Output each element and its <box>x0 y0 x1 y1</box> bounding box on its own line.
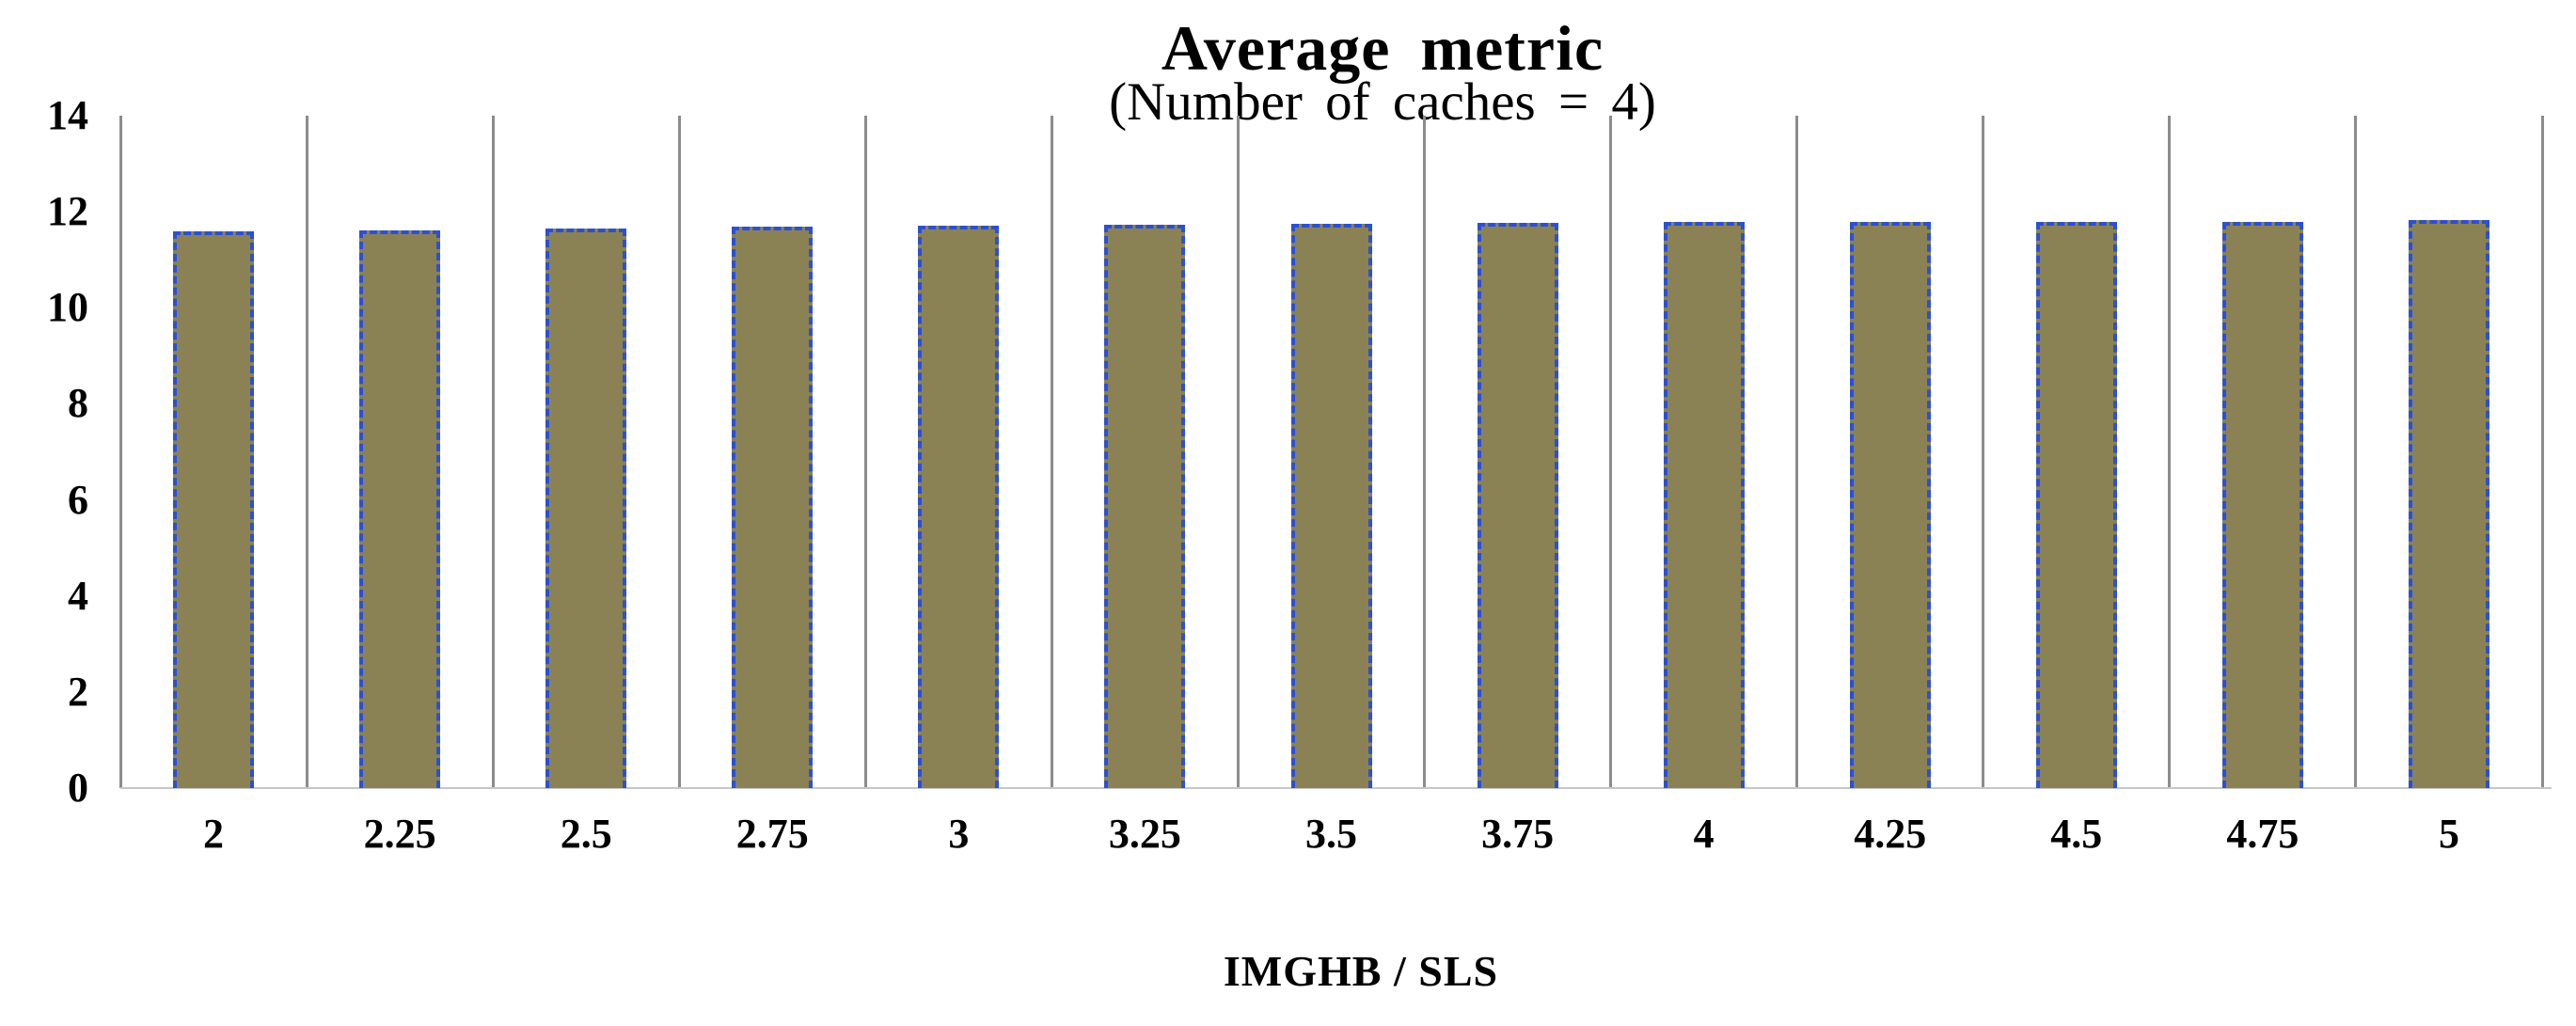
category-gridline <box>677 116 681 788</box>
x-tick-label: 3.5 <box>1305 811 1357 857</box>
x-tick-label: 4 <box>1693 811 1715 857</box>
y-tick-label: 0 <box>68 765 88 811</box>
category-gridline <box>1982 116 1985 788</box>
bar-4 <box>1663 222 1745 788</box>
x-tick-label: 2 <box>203 811 225 857</box>
bar-3 <box>918 225 1000 788</box>
x-axis-title: IMGHB / SLS <box>1223 947 1499 995</box>
category-gridline <box>1236 116 1240 788</box>
bar-5 <box>2408 220 2489 788</box>
y-tick-label: 6 <box>68 476 88 523</box>
x-tick-label: 3.75 <box>1481 811 1555 857</box>
y-tick-label: 12 <box>47 188 88 235</box>
bar-2.25 <box>359 230 441 788</box>
y-tick-label: 4 <box>68 572 88 619</box>
x-tick-label: 3.25 <box>1108 811 1181 857</box>
x-axis-baseline <box>120 787 2552 789</box>
y-tick-label: 14 <box>47 92 88 138</box>
x-tick-label: 4.5 <box>2050 811 2103 857</box>
x-tick-label: 5 <box>2438 811 2459 857</box>
x-tick-label: 4.75 <box>2226 811 2299 857</box>
x-tick-label: 2.5 <box>560 811 612 857</box>
category-gridline <box>1609 116 1613 788</box>
bar-4.75 <box>2221 221 2303 788</box>
bar-2.75 <box>732 226 814 788</box>
category-gridline <box>863 116 867 788</box>
category-gridline <box>1795 116 1799 788</box>
chart-title: Average metric <box>1161 12 1604 84</box>
y-tick-label: 8 <box>68 380 88 427</box>
category-gridline <box>2540 116 2544 788</box>
category-gridline <box>1423 116 1427 788</box>
x-tick-label: 2.75 <box>735 811 809 857</box>
bar-2.5 <box>545 228 627 788</box>
chart-subtitle: (Number of caches = 4) <box>1109 72 1656 132</box>
category-gridline <box>1050 116 1053 788</box>
category-gridline <box>491 116 495 788</box>
bar-4.25 <box>1849 222 1931 788</box>
bar-3.5 <box>1290 223 1372 788</box>
bar-4.5 <box>2035 222 2117 788</box>
x-tick-label: 2.25 <box>363 811 436 857</box>
bar-2 <box>173 230 255 788</box>
category-gridline <box>2354 116 2358 788</box>
x-tick-label: 3 <box>948 811 970 857</box>
x-tick-label: 4.25 <box>1854 811 1927 857</box>
category-gridline <box>305 116 308 788</box>
y-axis-line <box>119 116 122 788</box>
bar-3.25 <box>1104 224 1186 788</box>
y-tick-label: 2 <box>68 668 88 715</box>
bar-3.75 <box>1477 223 1558 788</box>
y-tick-label: 10 <box>47 284 88 331</box>
category-gridline <box>2168 116 2172 788</box>
